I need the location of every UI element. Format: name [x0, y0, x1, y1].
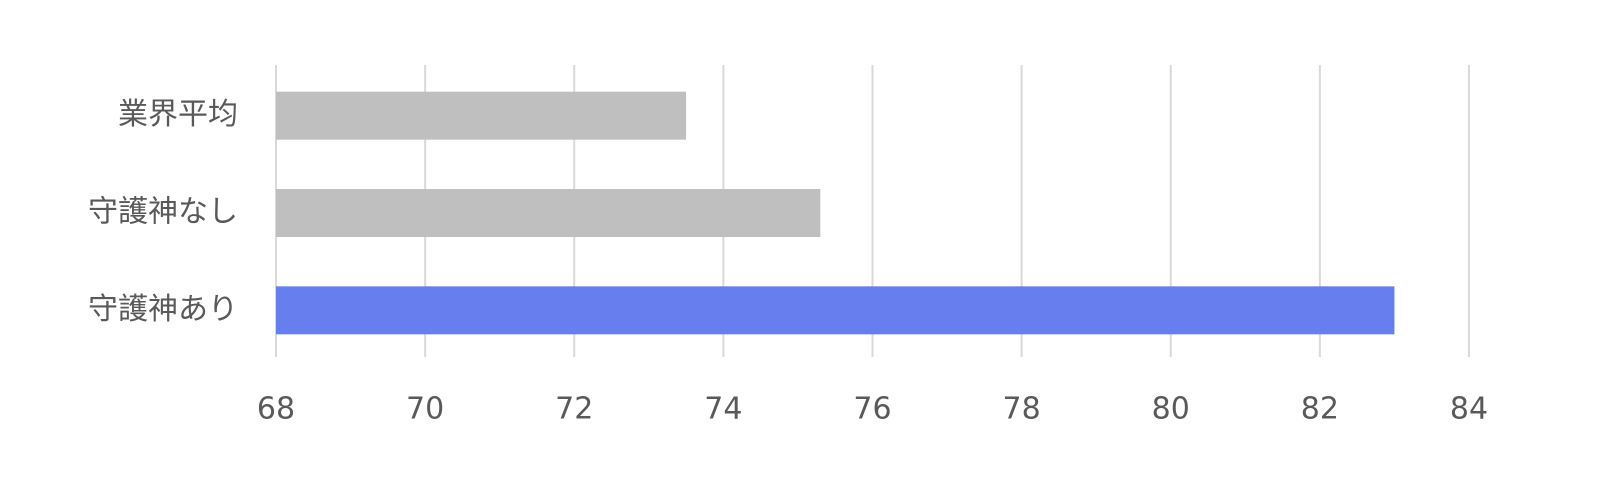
x-tick-label: 84 [1450, 392, 1488, 427]
bar [276, 91, 687, 140]
x-tick-label: 74 [704, 392, 742, 427]
x-tick-label: 72 [555, 392, 593, 427]
x-tick-label: 82 [1301, 392, 1339, 427]
y-tick-label: 業界平均 [118, 97, 238, 132]
x-tick-label: 76 [853, 392, 891, 427]
x-tick-label: 68 [257, 392, 295, 427]
bar [276, 189, 821, 237]
bar [276, 286, 1395, 335]
x-tick-label: 70 [406, 392, 444, 427]
y-tick-label: 守護神なし [88, 195, 238, 230]
y-tick-label: 守護神あり [88, 292, 238, 327]
x-tick-label: 78 [1003, 392, 1041, 427]
x-tick-label: 80 [1152, 392, 1190, 427]
